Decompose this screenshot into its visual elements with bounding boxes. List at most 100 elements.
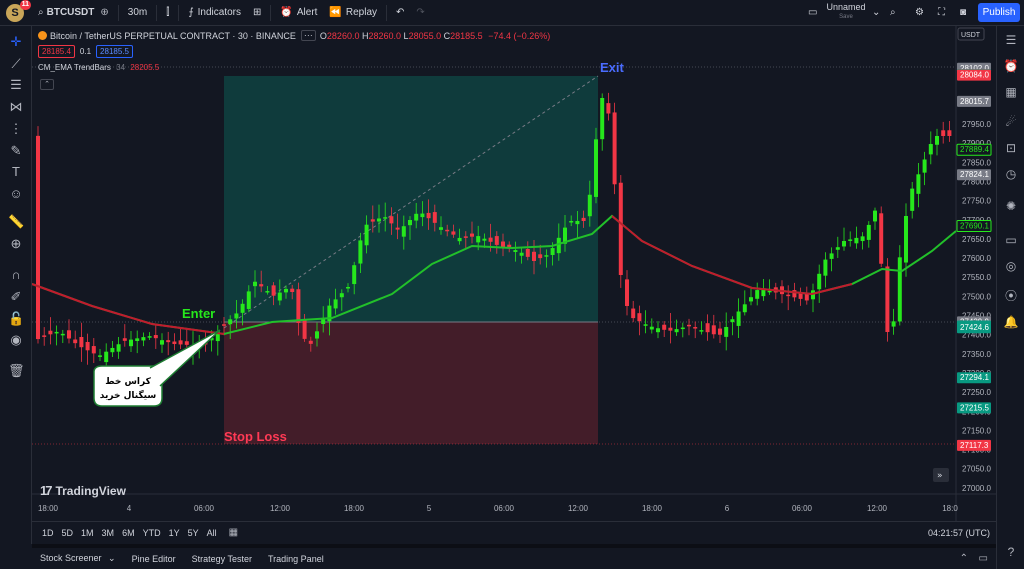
- layout-menu-button[interactable]: ⌄: [866, 0, 886, 26]
- candle-body: [525, 248, 530, 257]
- candle-body: [904, 216, 908, 263]
- chat-icon[interactable]: ▭: [1005, 233, 1017, 247]
- range-button-6m[interactable]: 6M: [122, 527, 135, 538]
- utc-clock[interactable]: 04:21:57 (UTC): [927, 527, 990, 538]
- quick-search-button[interactable]: ⌕: [884, 0, 902, 26]
- range-button-1y[interactable]: 1Y: [168, 527, 180, 538]
- loss-zone[interactable]: [224, 322, 598, 444]
- sell-price[interactable]: 28185.4: [38, 45, 75, 58]
- symbol-label: BTCUSDT: [46, 7, 95, 18]
- legend-menu-icon[interactable]: ⋯: [300, 30, 316, 41]
- ruler-icon[interactable]: 📏: [8, 214, 25, 229]
- enter-label[interactable]: Enter: [182, 306, 215, 321]
- price-tag: 27294.1: [957, 372, 991, 384]
- range-button-1m[interactable]: 1M: [81, 527, 94, 538]
- signal-icon[interactable]: ⦿: [1004, 289, 1017, 303]
- interval-button[interactable]: 30m: [122, 0, 153, 26]
- range-button-5y[interactable]: 5Y: [187, 527, 199, 538]
- candle-body: [680, 327, 685, 330]
- magnet-icon[interactable]: ∩: [11, 267, 21, 282]
- exit-label[interactable]: Exit: [600, 60, 625, 75]
- buy-price[interactable]: 28185.5: [96, 45, 133, 58]
- chart-type-button[interactable]: ⫿: [160, 0, 175, 26]
- hotlist-icon[interactable]: ☄: [1005, 115, 1017, 129]
- brush-icon[interactable]: ✎: [10, 143, 22, 158]
- layout-button[interactable]: ▭: [802, 0, 823, 26]
- candle-body: [364, 224, 369, 246]
- maximize-panel-icon[interactable]: ▭: [978, 553, 988, 564]
- templates-button[interactable]: ⊞: [247, 0, 267, 26]
- layout-name-button[interactable]: Unnamed Save: [818, 2, 874, 22]
- publish-button[interactable]: Publish: [978, 3, 1020, 22]
- calendar-icon[interactable]: ⊡: [1005, 141, 1017, 155]
- range-button-ytd[interactable]: YTD: [142, 527, 161, 538]
- alert-button[interactable]: ⏰ Alert: [274, 0, 323, 26]
- help-icon[interactable]: ?: [1007, 545, 1015, 559]
- price-tag-label: 27824.1: [960, 170, 989, 179]
- alerts-icon[interactable]: ⏰: [1003, 59, 1019, 73]
- price-tick-label: 27650.0: [962, 235, 991, 244]
- indicators-button[interactable]: ⨍ Indicators: [182, 0, 247, 26]
- user-avatar[interactable]: S 11: [6, 0, 31, 22]
- callout-bubble[interactable]: [93, 365, 163, 407]
- low-value: 28055.0: [408, 30, 442, 41]
- currency-button-bg[interactable]: [957, 27, 985, 41]
- trend-line-icon[interactable]: ⟋: [11, 56, 21, 71]
- notifications-icon[interactable]: 🔔: [1003, 315, 1019, 329]
- emoji-icon[interactable]: ☺: [9, 186, 23, 201]
- stay-drawing-icon[interactable]: ✐: [10, 289, 22, 304]
- candle-body: [612, 112, 617, 185]
- candle-body: [48, 330, 53, 335]
- tab-strategy-tester[interactable]: Strategy Tester: [184, 554, 260, 564]
- settings-button[interactable]: ⚙: [909, 0, 930, 26]
- trash-icon[interactable]: 🗑: [8, 363, 25, 378]
- candle-body: [550, 248, 555, 256]
- range-button-all[interactable]: All: [206, 527, 217, 538]
- range-button-5d[interactable]: 5D: [61, 527, 74, 538]
- redo-button[interactable]: ↷: [410, 0, 430, 26]
- price-tag: 27117.3: [957, 439, 991, 451]
- calendar-range-icon[interactable]: ▦: [228, 527, 239, 538]
- eye-icon[interactable]: ◉: [10, 332, 22, 347]
- symbol-legend[interactable]: Bitcoin / TetherUS PERPETUAL CONTRACT · …: [38, 29, 550, 42]
- ideas-icon[interactable]: ✺: [1005, 199, 1017, 213]
- pitchfork-icon[interactable]: ⋈: [9, 99, 23, 114]
- candle-body: [842, 241, 846, 247]
- range-button-3m[interactable]: 3M: [101, 527, 115, 538]
- chevron-up-icon: ⌃: [44, 81, 50, 88]
- plus-icon[interactable]: ⊕: [100, 7, 109, 18]
- price-tag-bg: [957, 402, 991, 414]
- range-button-1d[interactable]: 1D: [42, 527, 54, 538]
- avatar-letter: S: [11, 6, 19, 19]
- horizontal-lines-icon[interactable]: ☰: [10, 77, 22, 92]
- crosshair-icon[interactable]: ✛: [10, 34, 22, 49]
- undo-button[interactable]: ↶: [390, 0, 410, 26]
- fib-tools-icon[interactable]: ⋮: [9, 121, 23, 136]
- price-chart[interactable]: Enter Exit Stop Loss کراس خط سیگنال خرید…: [32, 26, 996, 521]
- candle-body: [625, 279, 629, 306]
- stop-loss-label[interactable]: Stop Loss: [224, 429, 287, 444]
- tab-pine-editor[interactable]: Pine Editor: [124, 554, 184, 564]
- indicator-legend[interactable]: CM_EMA TrendBars 34 28205.5: [38, 63, 159, 72]
- news-icon[interactable]: ◷: [1005, 167, 1017, 181]
- replay-button[interactable]: ⏪ Replay: [323, 0, 383, 26]
- tab-stock-screener[interactable]: Stock Screener ⌄: [32, 553, 124, 564]
- candle-body: [488, 237, 493, 242]
- zoom-in-icon[interactable]: ⊕: [10, 236, 22, 251]
- symbol-search-button[interactable]: ⌕ BTCUSDT ⊕: [32, 0, 115, 26]
- text-icon[interactable]: T: [12, 164, 20, 179]
- snapshot-button[interactable]: ◙: [954, 0, 972, 26]
- data-window-icon[interactable]: ▦: [1005, 85, 1017, 99]
- collapse-panel-icon[interactable]: ⌃: [959, 553, 968, 564]
- candle-body: [637, 313, 642, 322]
- lock-icon[interactable]: 🔓: [8, 311, 25, 326]
- scroll-to-realtime-button[interactable]: [933, 468, 949, 482]
- streams-icon[interactable]: ◎: [1005, 259, 1017, 273]
- time-tick-label: 6: [725, 504, 730, 513]
- fullscreen-button[interactable]: ⛶: [932, 0, 951, 26]
- candle-body: [457, 237, 462, 242]
- collapse-legend-button[interactable]: ⌃: [40, 79, 54, 90]
- watchlist-icon[interactable]: ☰: [1005, 33, 1017, 47]
- tab-trading-panel[interactable]: Trading Panel: [260, 554, 332, 564]
- redo-icon: ↷: [416, 7, 425, 18]
